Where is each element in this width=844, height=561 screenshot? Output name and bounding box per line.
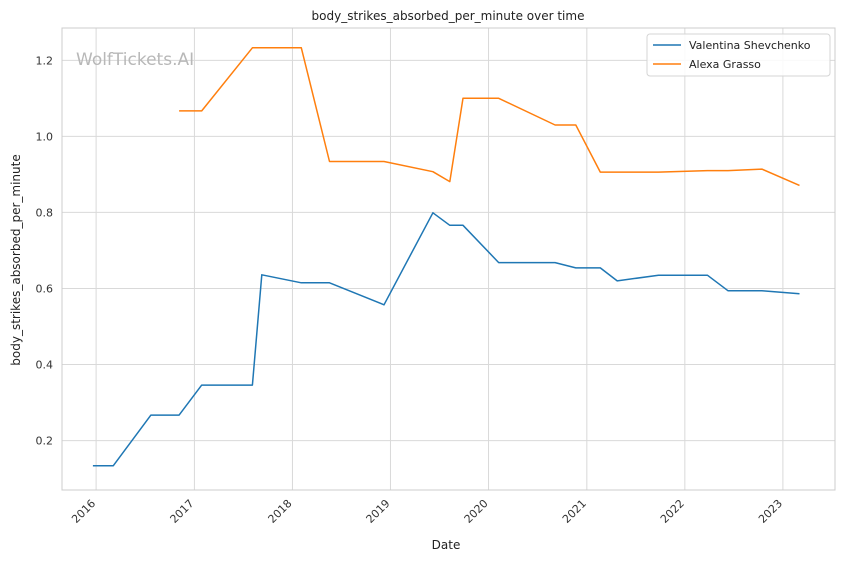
series-line-0	[92, 212, 800, 467]
y-tick-label: 0.8	[36, 206, 54, 219]
y-tick-label: 0.6	[36, 282, 54, 295]
y-axis-label: body_strikes_absorbed_per_minute	[9, 154, 23, 365]
legend: Valentina Shevchenko Alexa Grasso	[646, 33, 831, 77]
legend-label-series-1: Alexa Grasso	[689, 58, 761, 71]
y-tick-label: 1.2	[36, 54, 54, 67]
legend-label-series-0: Valentina Shevchenko	[689, 39, 811, 52]
legend-box	[646, 33, 831, 77]
y-tick-label: 0.4	[36, 359, 54, 372]
watermark: WolfTickets.AI	[76, 50, 194, 70]
y-tick-label: 1.0	[36, 130, 54, 143]
series-line-1	[179, 47, 800, 187]
chart-title: body_strikes_absorbed_per_minute over ti…	[312, 9, 585, 23]
series-layer	[92, 47, 800, 467]
y-tick-label: 0.2	[36, 435, 54, 448]
grid	[62, 28, 835, 490]
plot-frame	[61, 27, 836, 491]
x-axis-label: Date	[432, 538, 461, 552]
